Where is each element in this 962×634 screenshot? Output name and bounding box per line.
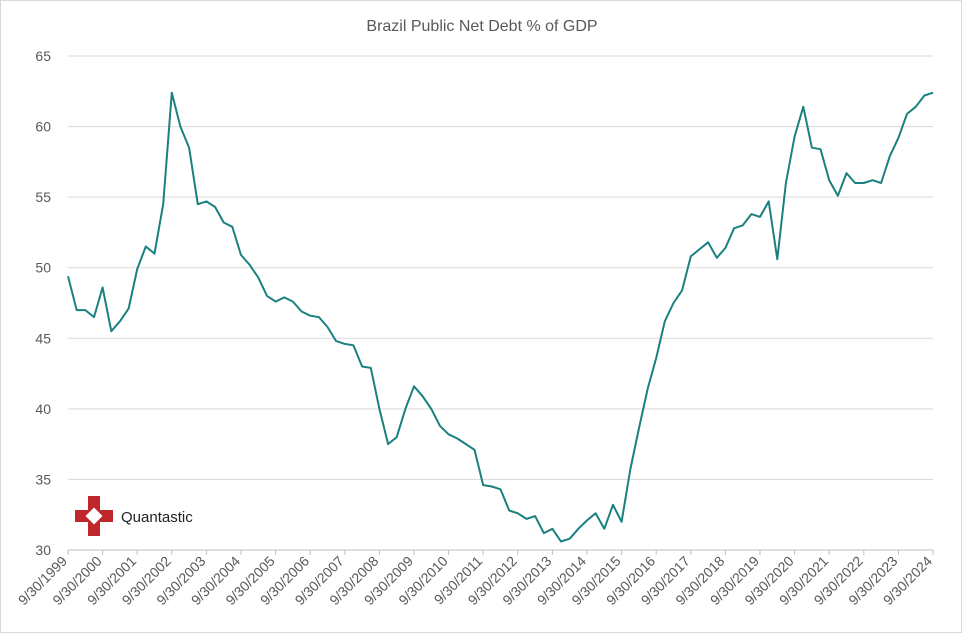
series-line	[68, 93, 933, 542]
quantastic-logo: Quantastic	[75, 496, 193, 536]
gridlines	[68, 56, 933, 479]
chart-title: Brazil Public Net Debt % of GDP	[366, 18, 597, 35]
y-tick-label: 50	[35, 260, 51, 276]
y-tick-label: 40	[35, 401, 51, 417]
x-axis: 9/30/19999/30/20009/30/20019/30/20029/30…	[15, 550, 936, 608]
y-axis-ticks: 30 35 40 45 50 55 60 65	[35, 48, 51, 558]
y-tick-label: 30	[35, 542, 51, 558]
logo-text: Quantastic	[121, 509, 193, 526]
red-cross-icon	[75, 496, 113, 536]
y-tick-label: 55	[35, 189, 51, 205]
y-tick-label: 65	[35, 48, 51, 64]
y-tick-label: 45	[35, 330, 51, 346]
data-points	[68, 93, 933, 542]
y-tick-label: 35	[35, 471, 51, 487]
y-tick-label: 60	[35, 119, 51, 135]
